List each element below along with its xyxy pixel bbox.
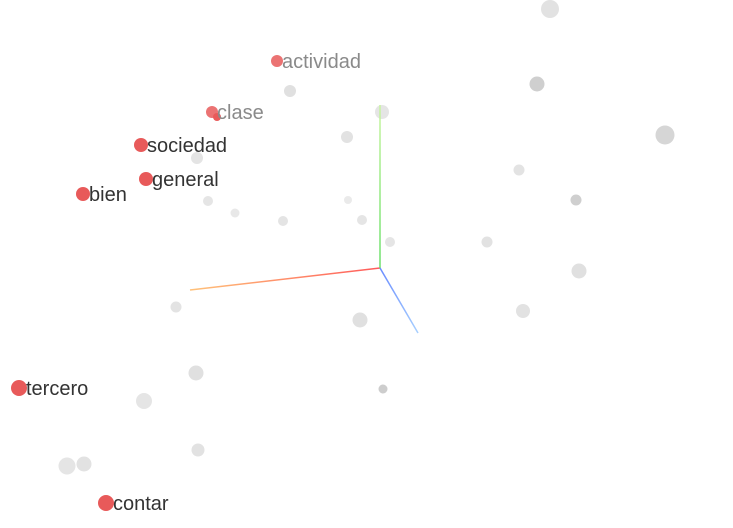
embedding-point[interactable] — [481, 236, 493, 248]
embedding-point[interactable] — [170, 301, 182, 313]
embedding-point[interactable] — [516, 304, 530, 318]
word-point-clase[interactable]: clase — [206, 102, 264, 124]
embedding-point[interactable] — [357, 215, 367, 225]
word-point-dot-overlap[interactable] — [213, 113, 221, 121]
embedding-point[interactable] — [203, 196, 213, 206]
word-label: clase — [217, 102, 264, 124]
embedding-point[interactable] — [541, 0, 559, 18]
embedding-point[interactable] — [136, 393, 152, 409]
highlighted-points: actividad clase sociedad general bien tercero… — [11, 51, 361, 515]
word-label: sociedad — [147, 135, 227, 157]
embedding-point[interactable] — [341, 131, 353, 143]
embedding-point[interactable] — [230, 208, 240, 218]
word-point-general[interactable]: general — [139, 169, 219, 191]
word-label: actividad — [282, 51, 361, 73]
embedding-point[interactable] — [378, 384, 388, 394]
word-label: general — [152, 169, 219, 191]
embedding-point[interactable] — [284, 85, 296, 97]
word-label: contar — [113, 493, 169, 515]
word-label: bien — [89, 184, 127, 206]
embedding-point[interactable] — [655, 125, 675, 145]
embedding-point[interactable] — [76, 456, 92, 472]
embedding-point[interactable] — [188, 365, 204, 381]
embedding-point[interactable] — [352, 312, 368, 328]
embedding-point[interactable] — [570, 194, 582, 206]
embedding-point[interactable] — [375, 105, 389, 119]
word-point-dot[interactable] — [139, 172, 153, 186]
word-point-dot[interactable] — [11, 380, 27, 396]
word-label: tercero — [26, 378, 88, 400]
word-point-dot[interactable] — [271, 55, 283, 67]
embedding-point[interactable] — [58, 457, 76, 475]
embedding-point[interactable] — [571, 263, 587, 279]
word-point-dot[interactable] — [98, 495, 114, 511]
x-axis — [189, 267, 381, 291]
z-axis — [379, 267, 419, 334]
background-points — [58, 0, 675, 475]
embedding-point[interactable] — [385, 237, 395, 247]
embedding-point[interactable] — [278, 216, 288, 226]
word-point-tercero[interactable]: tercero — [11, 378, 88, 400]
word-point-bien[interactable]: bien — [76, 184, 127, 206]
embedding-point[interactable] — [529, 76, 545, 92]
word-point-actividad[interactable]: actividad — [271, 51, 361, 73]
word-point-contar[interactable]: contar — [98, 493, 169, 515]
word-point-sociedad[interactable]: sociedad — [134, 135, 227, 157]
word-point-dot[interactable] — [134, 138, 148, 152]
embedding-point[interactable] — [191, 152, 203, 164]
embedding-point[interactable] — [344, 196, 352, 204]
word-point-dot[interactable] — [76, 187, 90, 201]
embedding-point[interactable] — [191, 443, 205, 457]
embedding-point[interactable] — [513, 164, 525, 176]
